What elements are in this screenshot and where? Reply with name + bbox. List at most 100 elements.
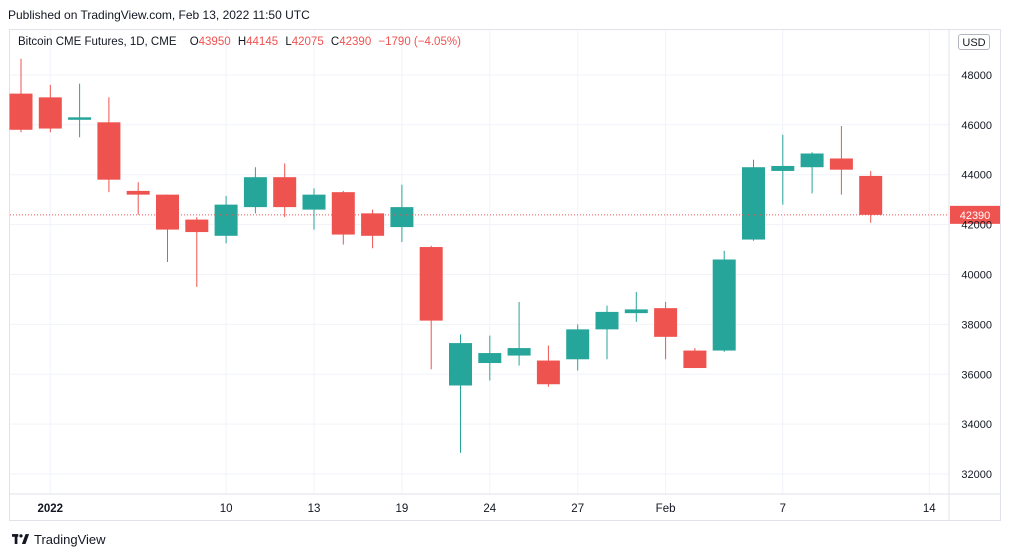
y-tick-label: 48000: [961, 70, 992, 82]
candle-body: [419, 247, 443, 321]
y-tick-label: 44000: [961, 170, 992, 182]
candle-up: [507, 301, 531, 366]
y-tick-label: 40000: [961, 269, 992, 281]
candles-group: [9, 58, 883, 453]
candle-body: [712, 259, 736, 351]
candle-body: [361, 213, 385, 236]
legend-change: −1790 (−4.05%): [378, 36, 461, 48]
candle-down: [185, 217, 209, 287]
last-price-label: 42390: [960, 210, 991, 222]
candle-up: [68, 83, 92, 138]
candle-up: [214, 195, 238, 244]
candle-up: [595, 305, 619, 360]
currency-button[interactable]: USD: [958, 34, 990, 50]
y-tick-label: 34000: [961, 419, 992, 431]
candle-body: [390, 207, 414, 228]
candle-down: [156, 194, 179, 262]
candle-body: [97, 122, 121, 180]
x-tick-label: 10: [220, 503, 233, 515]
x-tick-label: 2022: [38, 503, 64, 515]
chart-frame: [9, 29, 1001, 521]
x-tick-label: 27: [571, 503, 584, 515]
candle-body: [742, 167, 765, 240]
legend-close-value: 42390: [339, 36, 372, 48]
candle-body: [331, 192, 355, 235]
candle-body: [771, 165, 795, 171]
candle-up: [243, 167, 267, 214]
candle-body: [624, 309, 648, 314]
candle-body: [800, 153, 824, 168]
candle-up: [390, 184, 414, 243]
candle-body: [126, 190, 150, 195]
candle-up: [624, 291, 648, 322]
candle-up: [478, 335, 502, 381]
x-tick-label: 7: [780, 503, 786, 515]
y-tick-label: 32000: [961, 469, 992, 481]
candle-body: [68, 117, 92, 120]
candle-body: [9, 93, 33, 130]
y-tick-label: 36000: [961, 369, 992, 381]
tradingview-logo[interactable]: TradingView: [12, 532, 106, 547]
candle-body: [243, 177, 267, 208]
candle-body: [214, 204, 238, 236]
x-tick-label: Feb: [656, 503, 676, 515]
candle-body: [536, 360, 560, 385]
legend-symbol: Bitcoin CME Futures, 1D, CME: [18, 36, 177, 48]
candle-body: [507, 348, 531, 356]
candle-down: [9, 58, 33, 133]
candle-up: [302, 188, 326, 230]
candle-down: [331, 190, 355, 245]
tradingview-brand-text: TradingView: [34, 532, 106, 547]
candle-down: [273, 163, 297, 218]
candle-body: [185, 219, 209, 233]
candle-body: [38, 97, 62, 129]
grid-lines: [10, 30, 949, 494]
candle-down: [38, 84, 62, 133]
last-price-tag: [950, 205, 1000, 224]
candle-down: [419, 245, 443, 370]
candle-body: [683, 350, 707, 369]
candle-up: [566, 324, 590, 371]
candle-up: [449, 334, 472, 453]
legend-high-label: H: [237, 36, 247, 48]
candle-down: [361, 209, 385, 249]
legend-low-value: 42075: [291, 36, 324, 48]
y-tick-label: 46000: [961, 120, 992, 132]
chart-legend: Bitcoin CME Futures, 1D, CME O43950 H441…: [18, 36, 465, 48]
candle-up: [742, 159, 765, 241]
x-tick-label: 24: [483, 503, 496, 515]
legend-open-label: O: [189, 36, 199, 48]
candle-down: [829, 126, 853, 195]
y-tick-label: 42000: [961, 220, 992, 232]
legend-low-label: L: [285, 36, 292, 48]
axes-group: 32000 34000 36000 38000 40000 42000 44000 46000…: [10, 30, 1001, 521]
candle-body: [302, 194, 326, 210]
candle-body: [566, 329, 590, 360]
x-tick-label: 13: [308, 503, 321, 515]
candle-up: [712, 250, 736, 352]
candle-body: [273, 177, 297, 208]
price-overlay: 42390: [10, 205, 1000, 224]
candle-down: [859, 171, 883, 223]
candle-down: [683, 348, 707, 369]
x-tick-label: 14: [923, 503, 936, 515]
published-caption: Published on TradingView.com, Feb 13, 20…: [8, 8, 310, 22]
legend-open-value: 43950: [198, 36, 231, 48]
y-tick-label: 38000: [961, 319, 992, 331]
candle-body: [654, 308, 678, 337]
candle-up: [771, 134, 795, 205]
candle-up: [800, 152, 824, 194]
candle-down: [654, 301, 678, 360]
candle-body: [156, 194, 179, 230]
candle-body: [595, 311, 619, 330]
tradingview-logo-icon: [12, 534, 30, 544]
candle-body: [449, 343, 472, 386]
candle-body: [478, 353, 502, 364]
candle-body: [829, 158, 853, 170]
candle-down: [97, 97, 121, 193]
candle-down: [536, 345, 560, 387]
legend-high-value: 44145: [246, 36, 279, 48]
x-tick-label: 19: [396, 503, 409, 515]
legend-close-label: C: [330, 36, 340, 48]
